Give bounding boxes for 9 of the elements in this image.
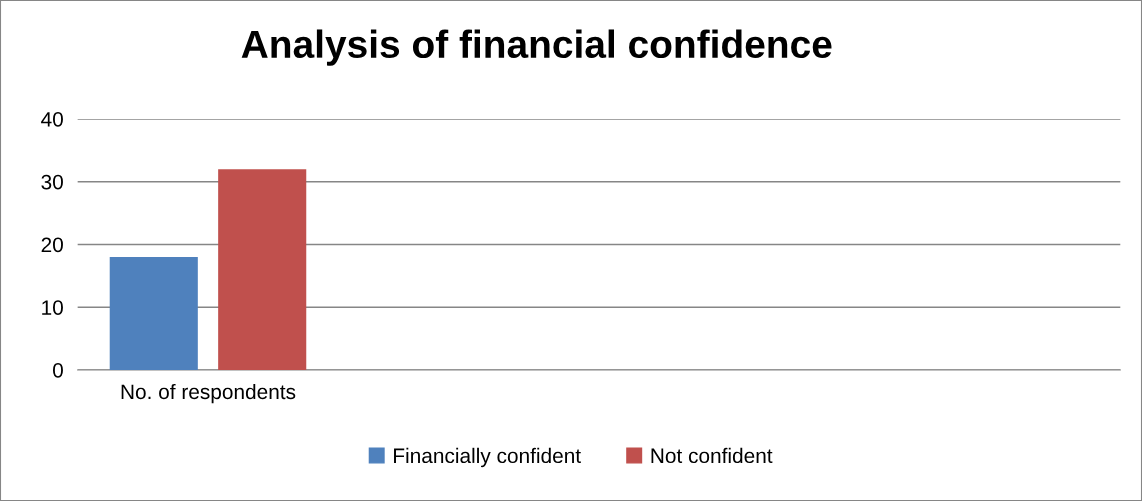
y-tick-label: 40: [41, 111, 63, 127]
y-tick-label: 30: [41, 174, 63, 190]
x-tick-label: No. of respondents: [121, 383, 296, 404]
legend-label: Financially confident: [394, 447, 581, 468]
y-tick-label: 20: [41, 237, 63, 253]
chart-title: Analysis of financial confidence: [241, 29, 832, 66]
y-tick-label: 0: [53, 362, 63, 378]
legend-label: Not confident: [651, 447, 773, 464]
y-tick-label: 10: [42, 300, 63, 315]
